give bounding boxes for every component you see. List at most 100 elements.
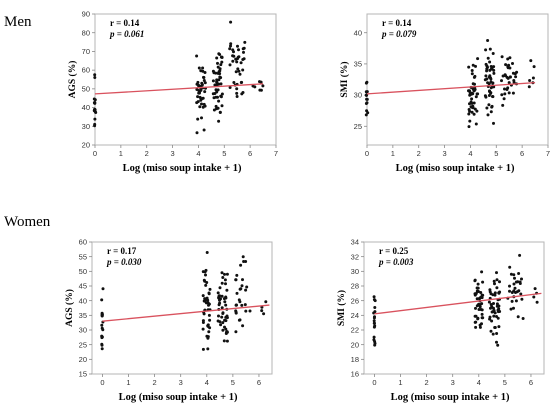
data-point (200, 83, 204, 87)
data-point (237, 298, 241, 302)
data-point (216, 71, 220, 75)
data-point (197, 66, 201, 70)
data-point (489, 110, 493, 114)
data-point (215, 82, 219, 86)
data-point (197, 83, 200, 87)
data-point (518, 253, 522, 257)
data-point (218, 286, 222, 290)
data-point (496, 343, 500, 347)
data-point (229, 20, 233, 24)
data-point (235, 91, 239, 95)
data-point (514, 291, 517, 294)
data-point (199, 88, 203, 92)
data-point (501, 103, 505, 107)
data-point (484, 48, 488, 52)
data-point (510, 299, 514, 303)
data-point (488, 89, 491, 93)
data-point (508, 56, 512, 60)
data-point (217, 119, 221, 123)
data-point (508, 289, 511, 293)
x-tick-label: 7 (274, 149, 278, 158)
data-point (479, 291, 483, 294)
data-point (238, 72, 242, 76)
data-point (208, 287, 212, 291)
data-point (220, 281, 224, 285)
data-point (491, 52, 495, 55)
data-point (235, 291, 239, 295)
x-tick-label: 0 (100, 378, 104, 387)
data-point (224, 282, 227, 286)
data-point (503, 92, 507, 96)
data-point (195, 131, 199, 135)
data-point (237, 48, 240, 52)
data-point (492, 279, 496, 283)
data-point (515, 70, 519, 74)
data-point (220, 294, 224, 298)
data-point (261, 84, 265, 88)
data-point (240, 303, 244, 307)
data-point (373, 324, 377, 328)
data-point (216, 61, 219, 65)
data-point (211, 79, 215, 83)
data-point (468, 93, 472, 97)
x-tick-label: 2 (145, 149, 149, 158)
data-point (223, 318, 227, 322)
y-axis-label: AGS (%) (64, 289, 75, 327)
data-point (220, 92, 224, 96)
data-point (492, 309, 496, 312)
x-tick-label: 0 (93, 149, 97, 158)
data-point (468, 109, 472, 113)
y-tick-label: 45 (79, 282, 87, 291)
data-point (481, 293, 485, 297)
data-point (224, 303, 228, 307)
y-tick-label: 50 (79, 267, 87, 276)
data-point (473, 107, 477, 111)
data-point (473, 320, 477, 324)
data-point (470, 97, 474, 101)
data-point (477, 297, 481, 300)
data-point (239, 263, 243, 267)
data-point (480, 312, 484, 316)
data-point (204, 283, 208, 287)
x-tick-label: 2 (425, 378, 429, 387)
x-tick-label: 6 (257, 378, 261, 387)
chart-men-ags: 20 30 40 50 60 70 80 90 0 1 2 3 4 5 6 7 AGS (%) r = 0.14p… (67, 10, 278, 158)
x-axis-label-men-smi: Log (miso soup intake + 1) (395, 163, 515, 174)
data-point (467, 65, 471, 69)
data-point (93, 73, 97, 77)
data-point (235, 60, 239, 64)
data-point (487, 103, 491, 107)
y-tick-label: 18 (351, 355, 359, 364)
data-point (208, 318, 212, 322)
data-point (471, 82, 475, 86)
data-point (531, 76, 535, 80)
data-point (514, 299, 518, 303)
plot-frame (366, 13, 549, 146)
data-point (495, 271, 498, 275)
data-point (366, 111, 370, 115)
data-point (508, 75, 512, 79)
y-tick-label: 25 (354, 122, 362, 131)
data-point (518, 280, 522, 284)
data-point (372, 319, 376, 323)
data-point (93, 76, 97, 79)
data-point (469, 100, 473, 104)
data-point (92, 101, 96, 105)
data-point (239, 81, 243, 84)
x-tick-label: 5 (503, 378, 507, 387)
data-point (264, 300, 268, 304)
data-point (474, 95, 478, 99)
data-point (491, 293, 495, 297)
data-point (497, 291, 501, 295)
trend-line (102, 304, 270, 322)
x-tick-label: 3 (179, 378, 183, 387)
y-tick-label: 40 (82, 103, 90, 112)
data-point (100, 342, 104, 346)
data-point (234, 70, 238, 74)
x-tick-label: 6 (248, 149, 252, 158)
data-point (495, 302, 499, 306)
data-point (208, 326, 212, 330)
data-point (215, 78, 219, 82)
data-point (225, 272, 229, 276)
